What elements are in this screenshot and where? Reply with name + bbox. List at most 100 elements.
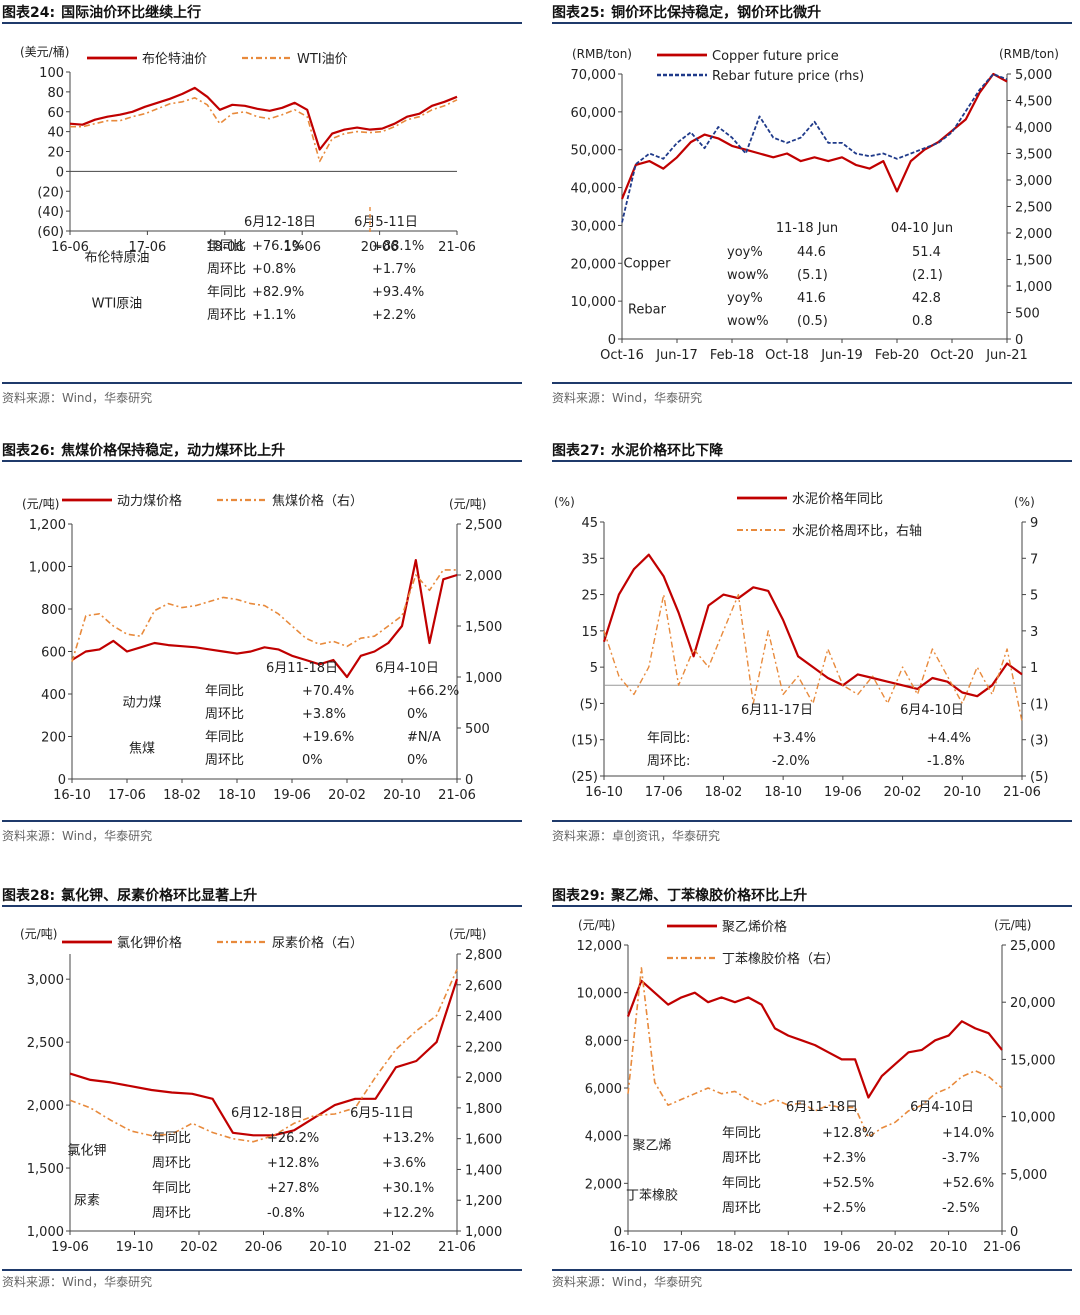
table-header: 6月5-11日 <box>350 1106 414 1121</box>
legend-label-1: 丁苯橡胶价格（右） <box>722 951 839 967</box>
series-line-1 <box>69 969 458 1143</box>
y-tick-label-left: 10,000 <box>571 295 617 310</box>
pe-sbr-chart: (元/吨) (元/吨) 12,000 10,000 8,000 6,000 4,000 2,0… <box>577 918 1056 1255</box>
y-tick-label-right: 500 <box>465 722 490 737</box>
y-tick-label-right: 1,400 <box>465 1163 502 1178</box>
title-rule <box>552 22 1072 24</box>
y-tick-label-left: 0 <box>614 1225 622 1240</box>
table-header: 6月12-18日 <box>244 215 316 230</box>
y-tick-label-left: (60) <box>37 225 64 240</box>
y-tick-label-left: 6,000 <box>585 1082 622 1097</box>
y-tick-label-right: 3,000 <box>1015 174 1052 189</box>
table-value: +2.5% <box>822 1201 866 1216</box>
table-row-label: 年同比 <box>205 684 244 699</box>
table-row-label: 年同比 <box>207 285 246 300</box>
y-tick-label-left: 50,000 <box>571 144 617 159</box>
x-tick-label: 18-10 <box>769 1240 807 1255</box>
x-tick-label: 21-06 <box>438 240 476 255</box>
x-tick-label: 20-06 <box>245 1240 283 1255</box>
table-group-label: Copper <box>624 257 672 272</box>
y-tick-label-right: (3) <box>1030 734 1048 749</box>
x-tick-label: 17-06 <box>129 240 167 255</box>
y-tick-label-right: 1,500 <box>465 620 502 635</box>
series-line-1 <box>603 593 1023 722</box>
legend-label-1: WTI油价 <box>297 52 348 67</box>
y-tick-label-left: 8,000 <box>585 1034 622 1049</box>
y-tick-label-right: (5) <box>1030 770 1048 785</box>
x-tick-label: Feb-20 <box>875 348 919 363</box>
x-tick-label: Oct-16 <box>600 348 644 363</box>
table-value: +76.1% <box>252 239 304 254</box>
y-unit-left: (%) <box>554 495 575 509</box>
legend-label-0: 氯化钾价格 <box>117 935 182 951</box>
table-value: +82.9% <box>252 285 304 300</box>
bottom-rule <box>552 1269 1072 1271</box>
y-tick-label-left: 2,500 <box>27 1036 64 1051</box>
y-tick-label-right: 2,500 <box>1015 201 1052 216</box>
x-tick-label: 17-06 <box>108 788 146 803</box>
table-value: +3.8% <box>302 707 346 722</box>
y-tick-label-left: 200 <box>41 731 66 746</box>
table-header: 6月11-17日 <box>741 703 813 718</box>
y-tick-label-right: 25,000 <box>1010 939 1056 954</box>
table-value: -2.5% <box>942 1201 980 1216</box>
y-tick-label-left: 40 <box>47 126 64 141</box>
y-tick-label-left: 600 <box>41 646 66 661</box>
panel-title: 图表24: 国际油价环比继续上行 <box>2 5 202 21</box>
y-unit-left: (元/吨) <box>578 918 615 932</box>
y-tick-label-right: 1 <box>1030 661 1038 676</box>
y-tick-label-left: 1,200 <box>29 518 66 533</box>
y-tick-label-left: (25) <box>571 770 598 785</box>
table-value: +13.2% <box>382 1131 434 1146</box>
table-row-label: 年同比 <box>722 1176 761 1191</box>
table-row-label: 年同比 <box>722 1126 761 1141</box>
y-tick-label-left: (15) <box>571 734 598 749</box>
series-line-1 <box>71 569 457 662</box>
x-tick-label: Oct-20 <box>930 348 974 363</box>
table-row-label: 周环比 <box>207 308 246 323</box>
legend-label-0: 动力煤价格 <box>117 493 182 509</box>
y-tick-label-left: 10,000 <box>577 987 623 1002</box>
x-tick-label: Feb-18 <box>710 348 754 363</box>
y-tick-label-right: 9 <box>1030 516 1038 531</box>
y-tick-label-right: 2,200 <box>465 1040 502 1055</box>
table-row-label: wow% <box>727 314 769 329</box>
y-tick-label-left: 20 <box>47 146 64 161</box>
y-tick-label-right: 1,200 <box>465 1194 502 1209</box>
x-tick-label: 20-10 <box>309 1240 347 1255</box>
table-header: 6月5-11日 <box>354 215 418 230</box>
y-tick-label-right: 2,500 <box>465 518 502 533</box>
y-tick-label-left: (40) <box>37 205 64 220</box>
table-row-label: 周环比 <box>722 1201 761 1216</box>
series-line-0 <box>69 978 459 1137</box>
x-tick-label: 20-02 <box>328 788 366 803</box>
title-rule <box>552 460 1072 462</box>
series-line-0 <box>620 72 1008 200</box>
table-row-label: 周环比: <box>647 754 690 769</box>
series-line-0 <box>626 979 1003 1099</box>
x-tick-label: Jun-17 <box>655 348 698 363</box>
table-value: -3.7% <box>942 1151 980 1166</box>
y-tick-label-left: 1,000 <box>27 1225 64 1240</box>
legend-label-1: 尿素价格（右） <box>272 935 363 951</box>
y-tick-label-right: 2,600 <box>465 979 502 994</box>
title-rule <box>552 905 1072 907</box>
y-tick-label-left: 60,000 <box>571 106 617 121</box>
table-row-label: 周环比 <box>152 1206 191 1221</box>
y-tick-label-right: 20,000 <box>1010 996 1056 1011</box>
x-tick-label: 18-02 <box>716 1240 754 1255</box>
table-value: +19.6% <box>302 730 354 745</box>
table-value: 41.6 <box>797 291 826 306</box>
table-value: 44.6 <box>797 245 826 260</box>
table-header: 6月4-10日 <box>900 703 964 718</box>
bottom-rule <box>552 382 1072 384</box>
y-tick-label-right: 5,000 <box>1015 68 1052 83</box>
table-value: +93.4% <box>372 285 424 300</box>
y-tick-label-left: 25 <box>581 589 598 604</box>
chart-panel-potash-urea: 图表28: 氯化钾、尿素价格环比显著上升 (元/吨) (元/吨) 3,000 2,500… <box>2 885 522 1315</box>
table-value: +14.0% <box>942 1126 994 1141</box>
table-group-label: 丁苯橡胶 <box>626 1188 678 1204</box>
y-tick-label-left: 40,000 <box>571 182 617 197</box>
x-tick-label: 19-06 <box>823 1240 861 1255</box>
y-tick-label-right: 2,800 <box>465 948 502 963</box>
